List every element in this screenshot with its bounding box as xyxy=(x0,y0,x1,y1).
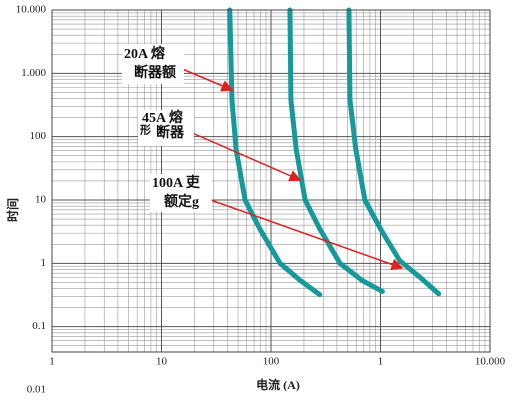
y-tick-label: 1.000 xyxy=(21,67,46,79)
arrow xyxy=(189,131,302,182)
x-tick-label: 1 xyxy=(378,356,384,368)
annotation-boxes xyxy=(122,44,212,212)
annotation: 形 xyxy=(140,124,151,137)
curve xyxy=(346,7,442,297)
arrow xyxy=(204,197,404,271)
grid xyxy=(51,9,491,353)
annotation-box xyxy=(138,110,194,146)
y-axis-label: 时间 xyxy=(5,198,20,222)
annotation: 20A 熔 xyxy=(124,45,166,62)
annotation: 100A 吏 xyxy=(152,174,201,191)
y-tick-label: 100 xyxy=(30,130,47,142)
y-tick-label: 0.01 xyxy=(27,384,46,396)
annotation-box xyxy=(150,174,212,212)
arrow xyxy=(179,67,234,92)
plot-frame xyxy=(51,9,491,353)
annotation: 45A 熔 xyxy=(142,109,184,126)
x-tick-label: 1 xyxy=(49,356,55,368)
arrows xyxy=(179,67,404,271)
x-tick-label: 100 xyxy=(263,356,280,368)
annotation: 断器 xyxy=(156,124,185,141)
annotation-box xyxy=(122,44,184,84)
y-tick-label: 10 xyxy=(35,194,47,206)
curve xyxy=(287,7,385,294)
x-tick-label: 10.000 xyxy=(475,356,506,368)
y-tick-label: 0.1 xyxy=(32,320,46,332)
annotation: 额定g xyxy=(164,193,199,210)
y-tick-label: 1 xyxy=(41,257,47,269)
x-axis-label: 电流 (A) xyxy=(256,377,300,392)
annotation: 断器额 xyxy=(134,64,176,81)
x-tick-label: 10 xyxy=(156,356,168,368)
y-tick-label: 10.000 xyxy=(16,4,47,16)
